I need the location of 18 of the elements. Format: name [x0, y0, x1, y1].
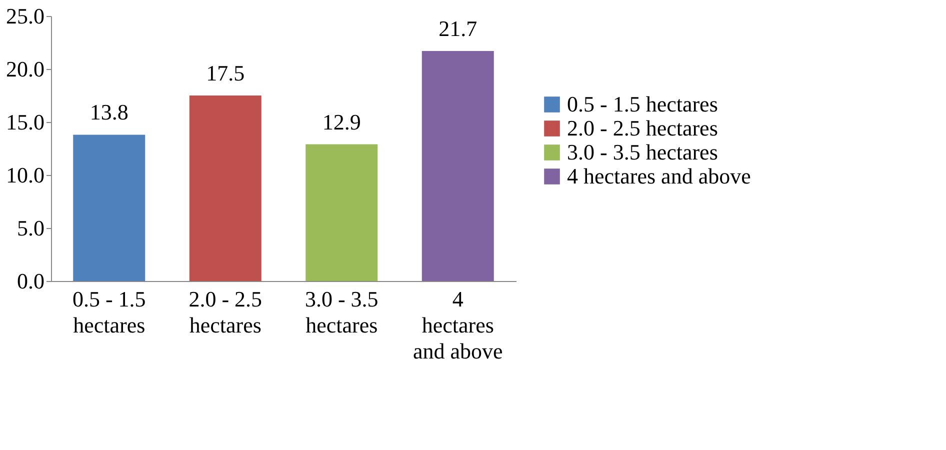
y-tick-label: 25.0	[6, 4, 44, 28]
legend-label: 3.0 - 3.5 hectares	[567, 140, 718, 164]
y-tick-label: 5.0	[17, 216, 44, 240]
y-tick-label: 20.0	[6, 56, 44, 82]
data-label: 12.9	[322, 109, 361, 134]
data-label: 17.5	[206, 60, 245, 86]
data-label: 21.7	[438, 16, 478, 41]
y-tick-label: 10.0	[6, 162, 44, 188]
x-tick-label: 3.0 - 3.5 hectares	[304, 286, 378, 338]
data-label: 13.8	[90, 100, 128, 125]
x-tick-label: 0.5 - 1.5 hectares	[72, 286, 146, 338]
legend-label: 4 hectares and above	[567, 164, 751, 188]
legend-label: 2.0 - 2.5 hectares	[567, 116, 718, 140]
x-tick-label: 4 hectares and above	[412, 286, 503, 364]
y-tick-label: 0.0	[17, 268, 44, 294]
x-tick-label: 2.0 - 2.5 hectares	[188, 286, 262, 338]
y-tick-label: 15.0	[6, 110, 44, 134]
legend-label: 0.5 - 1.5 hectares	[567, 92, 718, 116]
